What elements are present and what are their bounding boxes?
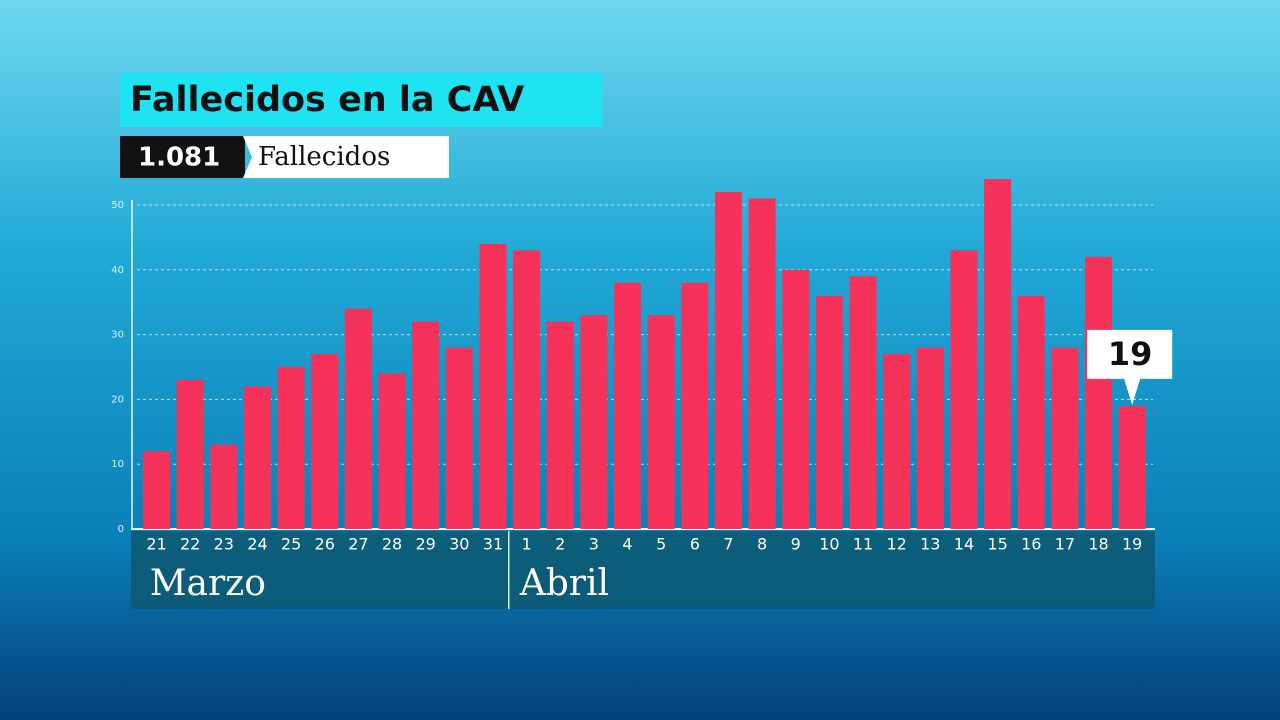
bar (1085, 256, 1113, 529)
x-tick-label: 1 (522, 535, 532, 554)
bar (1017, 295, 1045, 529)
total-box (120, 136, 245, 178)
x-tick-label: 2 (555, 535, 565, 554)
x-tick-label: 27 (348, 535, 368, 554)
bar (479, 243, 507, 529)
x-tick-label: 17 (1055, 535, 1075, 554)
bar (748, 198, 776, 529)
y-tick-label: 50 (111, 200, 124, 211)
x-tick-label: 3 (589, 535, 599, 554)
x-tick-label: 29 (415, 535, 435, 554)
x-tick-label: 28 (382, 535, 402, 554)
bar (849, 276, 877, 529)
x-tick-label: 13 (920, 535, 940, 554)
title-box (120, 73, 602, 127)
x-tick-label: 21 (146, 535, 166, 554)
bar (714, 192, 742, 530)
x-tick-label: 26 (315, 535, 335, 554)
y-tick-label: 0 (118, 524, 124, 535)
callout-box (1087, 329, 1173, 405)
x-tick-label: 8 (757, 535, 767, 554)
bar (614, 282, 642, 529)
unit-box (243, 136, 449, 178)
y-tick-label: 20 (111, 394, 124, 405)
x-tick-label: 23 (214, 535, 234, 554)
bar (344, 308, 372, 529)
bar (412, 321, 440, 529)
bar (277, 367, 305, 529)
bar (647, 315, 675, 529)
bar (311, 354, 339, 529)
x-tick-label: 19 (1122, 535, 1142, 554)
month-label: Abril (519, 563, 609, 604)
bar (681, 282, 709, 529)
bar (1051, 347, 1079, 529)
x-tick-label: 30 (449, 535, 469, 554)
x-tick-label: 6 (690, 535, 700, 554)
x-tick-label: 14 (954, 535, 974, 554)
x-tick-label: 5 (656, 535, 666, 554)
bar (513, 250, 541, 530)
bar (445, 347, 473, 529)
x-tick-label: 10 (819, 535, 839, 554)
bar (950, 250, 978, 530)
x-tick-label: 31 (483, 535, 503, 554)
bar (143, 451, 171, 529)
x-tick-label: 25 (281, 535, 301, 554)
x-tick-label: 9 (791, 535, 801, 554)
bar (243, 386, 271, 529)
x-tick-label: 12 (886, 535, 906, 554)
bar (916, 347, 944, 529)
bar (546, 321, 574, 529)
bar (378, 373, 406, 529)
x-tick-label: 18 (1088, 535, 1108, 554)
x-tick-label: 16 (1021, 535, 1041, 554)
month-label: Marzo (150, 563, 266, 604)
bar (210, 444, 238, 529)
x-tick-label: 4 (622, 535, 632, 554)
bar (580, 315, 608, 529)
bar (815, 295, 843, 529)
x-tick-label: 11 (853, 535, 873, 554)
y-tick-label: 10 (111, 459, 124, 470)
x-tick-label: 15 (987, 535, 1007, 554)
total-value: 1.081 (138, 143, 220, 173)
x-tick-label: 22 (180, 535, 200, 554)
bar (782, 269, 810, 529)
y-tick-label: 30 (111, 330, 124, 341)
bar (1118, 405, 1146, 529)
month-band (131, 531, 1155, 609)
value-label: 19 (1108, 335, 1153, 373)
bar (176, 379, 204, 529)
total-unit: Fallecidos (258, 142, 390, 172)
bar (883, 354, 911, 529)
bar (984, 179, 1012, 529)
x-tick-label: 7 (723, 535, 733, 554)
chart-title: Fallecidos en la CAV (130, 80, 524, 120)
x-tick-label: 24 (247, 535, 267, 554)
y-tick-label: 40 (111, 265, 124, 276)
